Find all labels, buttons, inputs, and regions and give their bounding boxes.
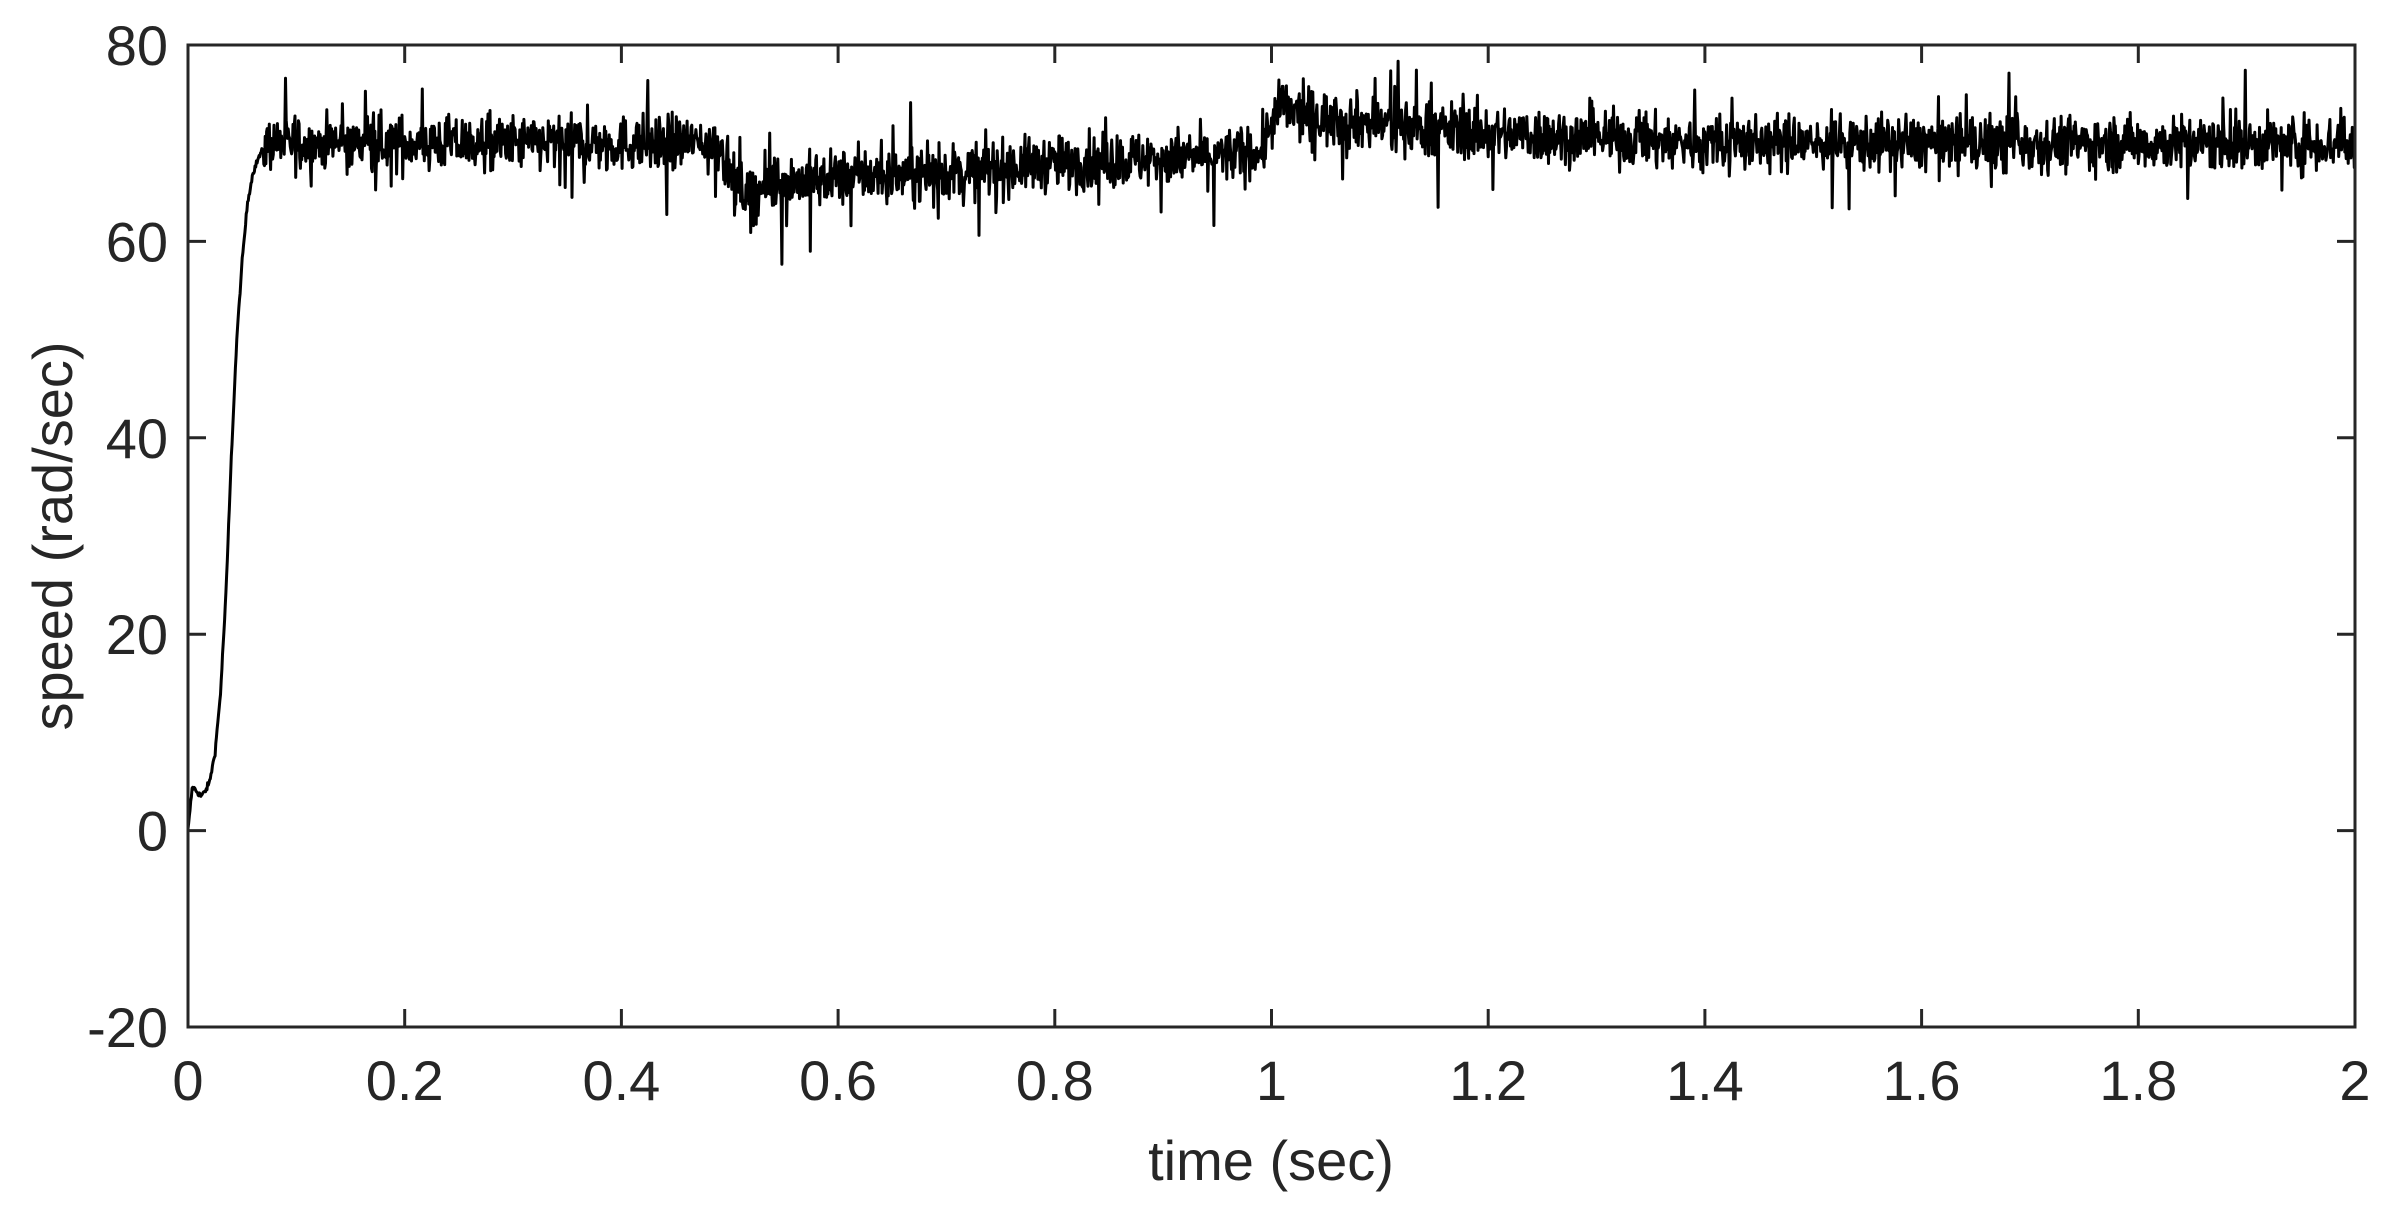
x-tick-label: 0.8 xyxy=(1016,1049,1094,1112)
y-tick-label: 60 xyxy=(106,210,168,273)
y-tick-label: 0 xyxy=(137,800,168,863)
x-tick-label: 1 xyxy=(1256,1049,1287,1112)
x-tick-label: 0.2 xyxy=(366,1049,444,1112)
y-tick-label: 80 xyxy=(106,14,168,77)
x-tick-label: 0.6 xyxy=(799,1049,877,1112)
x-tick-label: 0 xyxy=(172,1049,203,1112)
y-tick-label: 20 xyxy=(106,603,168,666)
x-tick-label: 1.6 xyxy=(1883,1049,1961,1112)
y-tick-label: -20 xyxy=(87,996,168,1059)
series-line xyxy=(186,59,2357,830)
plot-frame xyxy=(186,43,2357,1029)
x-tick-label: 0.4 xyxy=(582,1049,660,1112)
plot-area xyxy=(188,45,2355,1027)
x-tick-label: 1.2 xyxy=(1449,1049,1527,1112)
y-axis-label: speed (rad/sec) xyxy=(21,341,84,730)
x-tick-label: 1.4 xyxy=(1666,1049,1744,1112)
x-tick-label: 1.8 xyxy=(2099,1049,2177,1112)
x-tick-label: 2 xyxy=(2339,1049,2370,1112)
y-tick-label: 40 xyxy=(106,407,168,470)
x-axis-label: time (sec) xyxy=(1148,1129,1394,1192)
speed-series-line xyxy=(186,59,2357,830)
